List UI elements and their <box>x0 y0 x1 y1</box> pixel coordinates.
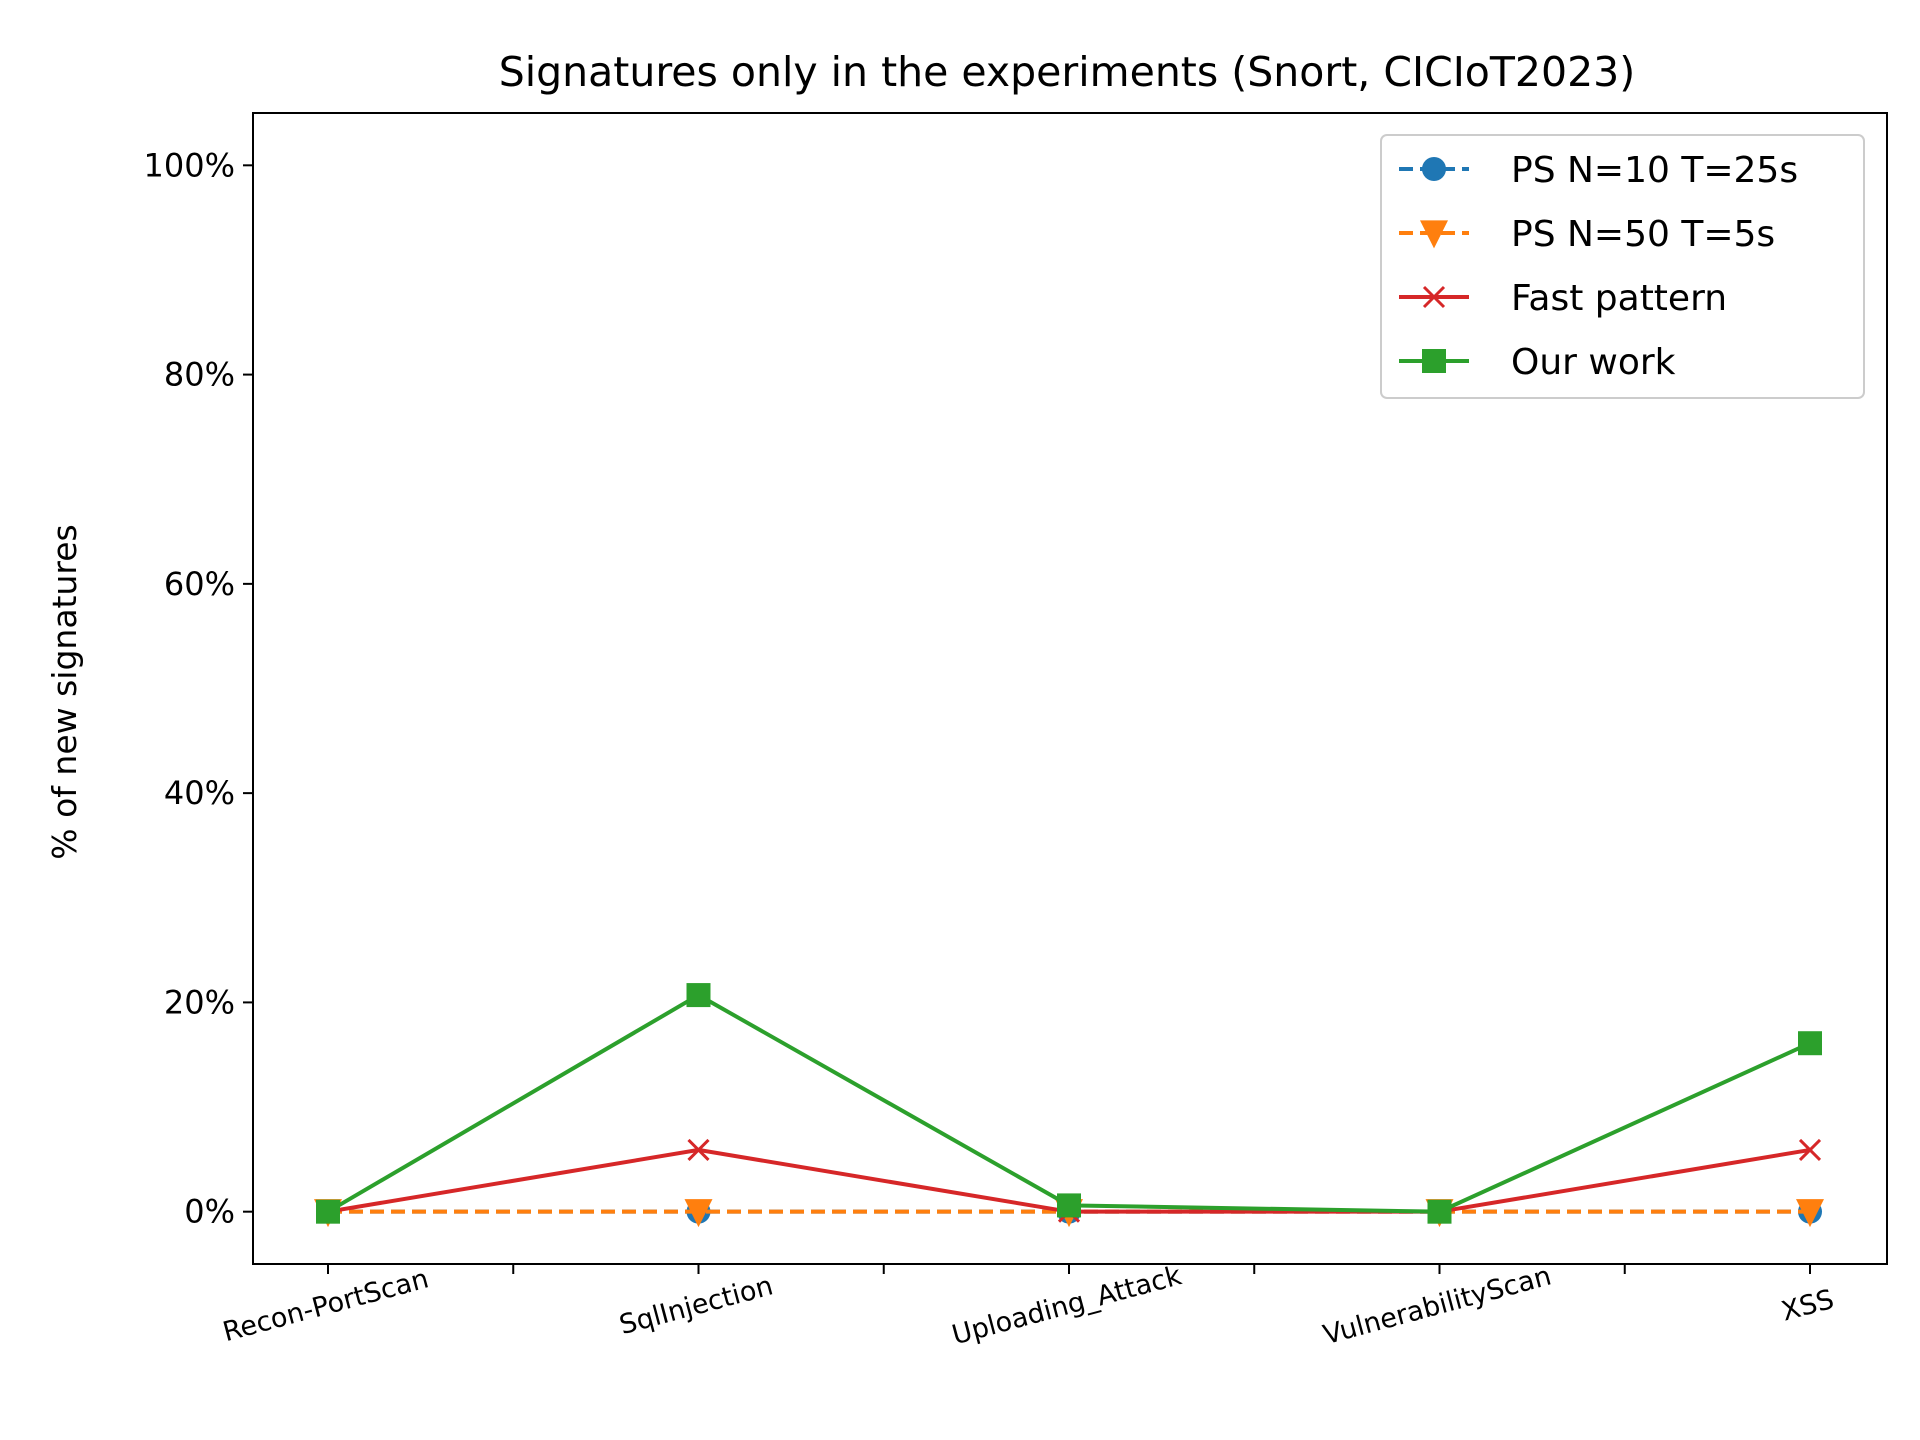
y-tick-label: 40% <box>164 774 235 812</box>
legend-label: Fast pattern <box>1511 278 1727 319</box>
x-tick-label: SqlInjection <box>616 1270 776 1341</box>
data-point <box>1796 1199 1824 1228</box>
legend-entry: Our work <box>1399 342 1676 383</box>
legend-entry: PS N=50 T=5s <box>1399 214 1775 255</box>
data-point <box>684 1199 713 1228</box>
x-tick-label: VulnerabilityScan <box>1320 1260 1555 1351</box>
y-tick-label: 100% <box>144 146 235 184</box>
legend-marker <box>1420 220 1448 249</box>
series-line <box>326 992 1811 1214</box>
x-tick-label: Uploading_Attack <box>949 1260 1185 1351</box>
data-point <box>687 1138 710 1162</box>
y-tick-label: 80% <box>164 356 235 394</box>
x-tick-label: XSS <box>1778 1284 1837 1328</box>
x-tick-label: Recon-PortScan <box>220 1263 432 1348</box>
data-point <box>1427 1199 1452 1224</box>
data-point <box>316 1199 340 1224</box>
y-tick-label: 60% <box>164 565 235 603</box>
series-our-work <box>316 983 1822 1224</box>
y-tick-label: 20% <box>164 983 235 1021</box>
x-marker-stroke <box>1798 1138 1822 1162</box>
y-axis-label: % of new signatures <box>45 524 84 859</box>
legend-label: PS N=50 T=5s <box>1511 214 1775 255</box>
data-point <box>1798 1138 1822 1162</box>
legend-label: PS N=10 T=25s <box>1511 150 1798 191</box>
legend-label: Our work <box>1511 342 1676 383</box>
legend-marker <box>1422 285 1446 309</box>
legend-box <box>1380 134 1865 399</box>
legend-entry: PS N=10 T=25s <box>1399 150 1798 191</box>
data-point <box>1057 1193 1081 1218</box>
x-marker-stroke <box>1422 285 1446 309</box>
legend: PS N=10 T=25s PS N=50 T=5s Fast pattern Our… <box>1380 134 1865 399</box>
legend-marker <box>1422 157 1446 181</box>
legend-entry: Fast pattern <box>1399 278 1727 319</box>
chart-title: Signatures only in the experiments (Snor… <box>499 48 1636 96</box>
data-point <box>686 983 711 1008</box>
data-point <box>1798 1031 1822 1056</box>
legend-marker <box>1422 349 1446 373</box>
x-marker-stroke <box>687 1138 710 1162</box>
y-tick-label: 0% <box>184 1193 235 1231</box>
